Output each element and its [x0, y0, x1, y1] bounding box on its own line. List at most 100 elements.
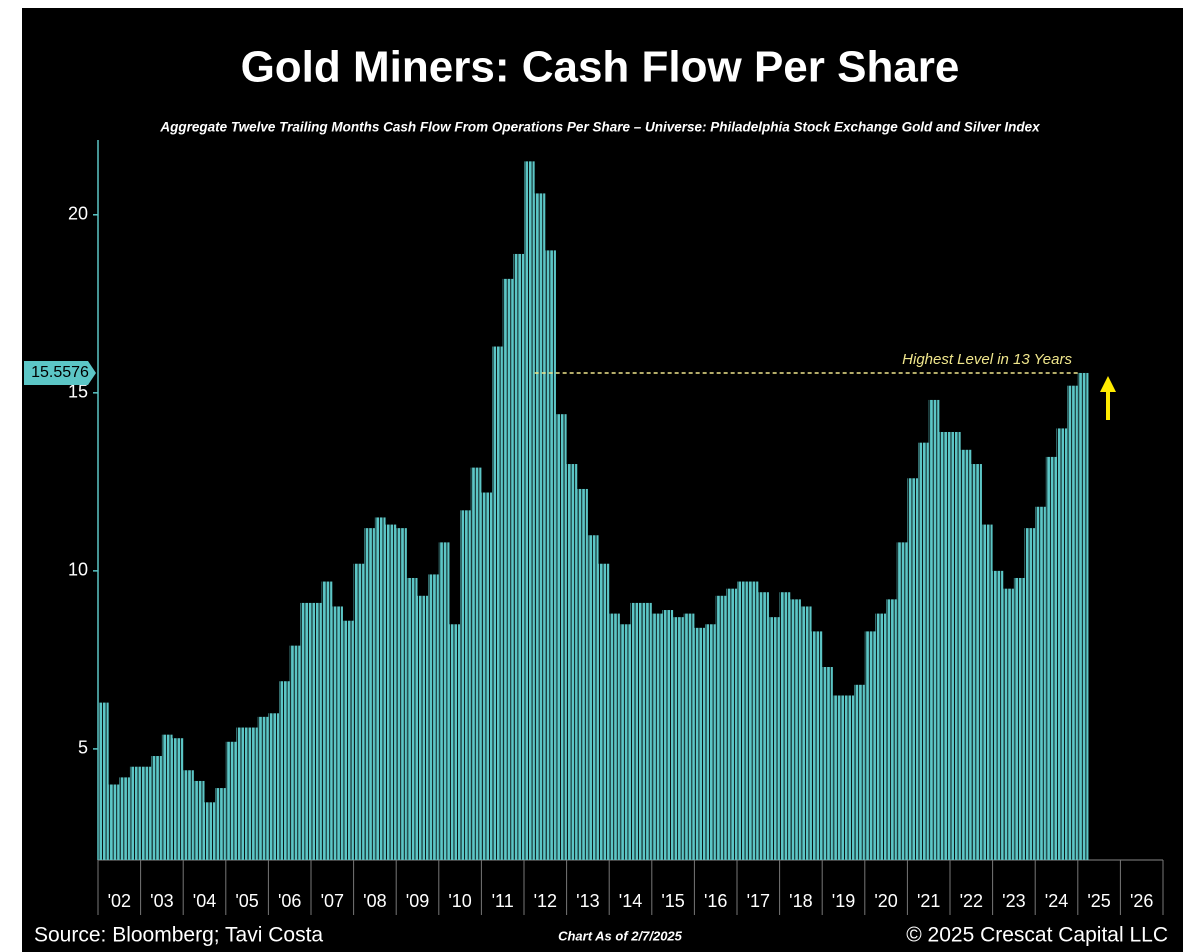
- bar: [204, 802, 216, 860]
- bar: [832, 695, 844, 860]
- value-tag-label: 15.5576: [31, 364, 89, 381]
- bar: [406, 577, 418, 860]
- bar: [992, 570, 1004, 860]
- bar: [619, 624, 631, 860]
- x-tick-label: '13: [576, 891, 599, 911]
- bar: [279, 681, 290, 860]
- source: Source: Bloomberg; Tavi Costa: [34, 924, 323, 947]
- y-tick-label: 10: [68, 560, 88, 580]
- bar: [492, 346, 503, 860]
- bar: [311, 602, 322, 860]
- bar: [215, 788, 226, 860]
- x-tick-label: '20: [874, 891, 897, 911]
- bar: [800, 606, 812, 860]
- bar: [98, 702, 109, 860]
- bar: [555, 414, 567, 860]
- bar: [1035, 506, 1046, 860]
- bar: [247, 727, 258, 860]
- x-tick-label: '22: [960, 891, 983, 911]
- bar: [534, 193, 546, 860]
- y-tick-label: 15: [68, 382, 88, 402]
- bar: [140, 766, 152, 860]
- x-tick-label: '25: [1087, 891, 1110, 911]
- bar: [396, 528, 407, 860]
- bar: [779, 592, 791, 860]
- x-tick-label: '04: [193, 891, 216, 911]
- x-tick-label: '10: [448, 891, 471, 911]
- x-tick-label: '21: [917, 891, 940, 911]
- bar: [843, 695, 855, 860]
- annotation: Highest Level in 13 Years: [902, 351, 1072, 368]
- bar: [907, 478, 919, 860]
- bar: [1067, 385, 1078, 860]
- y-tick-label: 20: [68, 204, 88, 224]
- bar: [737, 581, 748, 860]
- x-tick-label: '18: [789, 891, 812, 911]
- bar: [694, 627, 706, 860]
- bar: [577, 488, 588, 860]
- bar: [183, 770, 194, 860]
- bar: [151, 756, 162, 860]
- chart-title: Gold Miners: Cash Flow Per Share: [241, 43, 960, 92]
- x-tick-label: '15: [661, 891, 684, 911]
- bar: [971, 464, 982, 860]
- bar: [662, 610, 674, 860]
- x-tick-label: '08: [363, 891, 386, 911]
- bar: [683, 613, 695, 860]
- chart-subtitle: Aggregate Twelve Trailing Months Cash Fl…: [159, 120, 1040, 135]
- bar: [886, 599, 897, 860]
- bar: [981, 524, 993, 860]
- x-tick-label: '02: [108, 891, 131, 911]
- x-tick-label: '24: [1045, 891, 1068, 911]
- bar: [172, 738, 184, 860]
- bar: [598, 563, 610, 860]
- x-tick-label: '17: [747, 891, 770, 911]
- bar: [651, 613, 663, 860]
- bar: [566, 464, 578, 860]
- bar: [545, 250, 556, 861]
- bar: [630, 602, 642, 860]
- bar: [417, 595, 429, 860]
- bar: [385, 524, 397, 860]
- y-tick-label: 5: [78, 738, 88, 758]
- bar: [502, 278, 514, 860]
- x-tick-label: '05: [235, 891, 258, 911]
- x-tick-label: '03: [150, 891, 173, 911]
- x-tick-label: '11: [492, 891, 514, 911]
- bar: [300, 602, 311, 860]
- bar: [193, 780, 205, 860]
- bar: [321, 581, 333, 860]
- x-tick-label: '09: [406, 891, 429, 911]
- x-tick-label: '06: [278, 891, 301, 911]
- bar: [481, 492, 493, 860]
- bar: [353, 563, 365, 860]
- bar: [822, 667, 833, 860]
- value-tag: [24, 360, 96, 385]
- bar: [1056, 428, 1068, 860]
- bar: [428, 574, 439, 860]
- arrow: [1100, 376, 1116, 420]
- bar: [449, 624, 461, 860]
- bar: [1077, 372, 1089, 860]
- bar: [161, 734, 173, 860]
- bar: [129, 766, 141, 860]
- bar: [918, 442, 929, 860]
- bar: [236, 727, 248, 860]
- bar: [747, 581, 759, 860]
- bar: [374, 517, 386, 860]
- bar: [1003, 588, 1014, 860]
- bar: [673, 617, 684, 860]
- bar: [641, 602, 652, 860]
- bar: [364, 528, 375, 860]
- bar: [268, 713, 280, 860]
- bar: [460, 510, 471, 860]
- bar: [524, 161, 535, 860]
- bar: [939, 431, 950, 860]
- x-tick-label: '19: [832, 891, 855, 911]
- bar: [864, 631, 876, 860]
- bar: [726, 588, 737, 860]
- bar: [758, 592, 769, 860]
- bar: [587, 535, 599, 860]
- x-tick-label: '23: [1002, 891, 1025, 911]
